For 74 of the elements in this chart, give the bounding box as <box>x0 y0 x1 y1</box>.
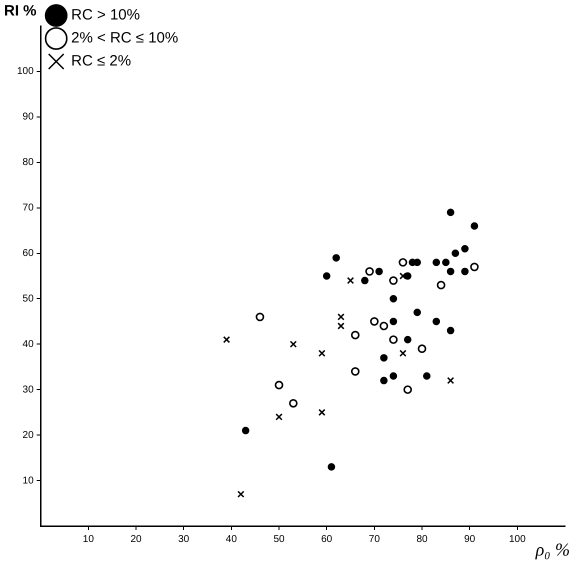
y-tick-label: 10 <box>22 475 34 486</box>
point <box>322 272 330 280</box>
point <box>242 426 250 434</box>
y-tick-label: 20 <box>22 430 34 441</box>
point <box>446 326 454 334</box>
x-tick-label: 70 <box>368 534 380 545</box>
point <box>375 268 383 276</box>
point <box>290 340 297 348</box>
point <box>390 294 398 302</box>
point <box>447 376 454 384</box>
x-tick-label: 60 <box>321 534 333 545</box>
point <box>380 376 388 384</box>
y-tick-label: 100 <box>16 66 34 78</box>
point <box>361 276 369 284</box>
legend-label: 2% < RC ≤ 10% <box>71 30 178 47</box>
point <box>365 267 374 276</box>
x-tick-label: 100 <box>508 534 526 545</box>
point <box>350 367 360 376</box>
point <box>223 336 230 344</box>
point <box>318 408 326 416</box>
point <box>380 354 388 362</box>
y-tick-label: 90 <box>22 112 34 123</box>
y-tick-label: 60 <box>22 248 34 260</box>
point <box>461 268 469 276</box>
x-axis-title: ρ₀ % <box>534 540 570 560</box>
point <box>346 276 354 284</box>
legend-label: RC ≤ 2% <box>71 52 132 70</box>
point <box>461 244 469 252</box>
x-tick-label: 50 <box>273 534 286 545</box>
x-tick-label: 10 <box>82 534 94 545</box>
y-tick-label: 30 <box>22 384 34 396</box>
point <box>256 312 264 322</box>
point <box>436 280 446 290</box>
point <box>418 344 426 354</box>
point <box>380 322 388 330</box>
point <box>470 222 478 230</box>
point <box>452 250 460 258</box>
point <box>413 308 421 316</box>
point <box>289 398 298 408</box>
point <box>389 335 398 344</box>
point <box>423 372 431 380</box>
point <box>470 262 479 272</box>
point <box>404 336 412 344</box>
point <box>404 272 412 280</box>
point <box>398 258 408 267</box>
point <box>390 318 398 326</box>
point <box>318 350 326 357</box>
y-tick-label: 40 <box>22 338 34 350</box>
y-tick-label: 80 <box>22 157 34 168</box>
point <box>328 463 336 471</box>
x-tick-label: 90 <box>464 534 476 545</box>
point <box>390 372 398 380</box>
point <box>446 268 454 276</box>
point <box>432 318 440 326</box>
x-tick-label: 20 <box>130 534 142 545</box>
point <box>389 276 398 285</box>
point <box>399 350 407 357</box>
point <box>350 330 360 340</box>
point <box>432 258 440 266</box>
point <box>274 380 284 390</box>
y-tick-label: 70 <box>22 202 34 214</box>
x-tick-label: 40 <box>226 534 238 545</box>
point <box>370 317 379 326</box>
y-axis-title: RI % <box>4 2 37 20</box>
x-tick-label: 30 <box>178 534 190 545</box>
point <box>442 258 450 266</box>
point <box>403 385 412 394</box>
point <box>446 208 454 216</box>
point <box>275 413 283 420</box>
y-tick-label: 50 <box>22 293 34 304</box>
x-tick-label: 80 <box>416 534 428 545</box>
legend-label: RC > 10% <box>71 6 140 24</box>
point <box>332 254 340 262</box>
point <box>237 490 244 498</box>
